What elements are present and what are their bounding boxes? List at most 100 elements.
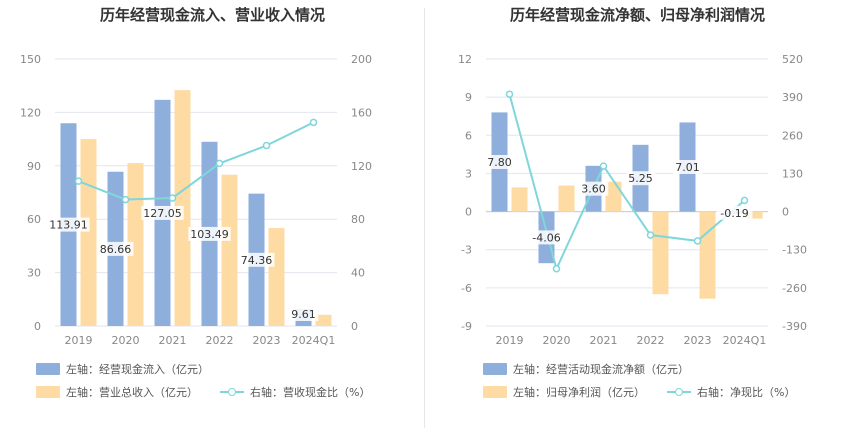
bar-secondary	[80, 139, 97, 326]
line-point	[309, 118, 318, 127]
y-tick-left: 60	[27, 213, 41, 226]
y-tick-right: 130	[782, 167, 803, 180]
y-tick-left: 90	[27, 160, 41, 173]
bar-secondary	[699, 211, 716, 299]
chart-title: 历年经营现金流净额、归母净利润情况	[509, 6, 765, 24]
data-label-bg	[528, 230, 565, 245]
y-tick-right: 200	[351, 53, 372, 66]
bar-secondary	[511, 187, 528, 212]
line-point	[599, 162, 608, 170]
x-tick: 2019	[65, 334, 93, 347]
legend-item[interactable]: 左轴：营业总收入（亿元）	[36, 384, 198, 400]
y-tick-right: 40	[351, 267, 365, 280]
data-label: 7.80	[487, 156, 512, 169]
legend-item[interactable]: 左轴：经营活动现金流净额（亿元）	[483, 361, 689, 377]
legend-label: 左轴：经营现金流入（亿元）	[66, 363, 209, 376]
line-point	[121, 195, 130, 204]
data-label: -4.06	[532, 231, 560, 244]
chart-panel-left: 历年经营现金流入、营业收入情况 0 30 60 90 120 150 0 40 80 120 160…	[20, 6, 372, 400]
y-tick-left: 0	[34, 320, 41, 333]
y-tick-left: 0	[465, 206, 472, 219]
y-tick-right: 520	[782, 53, 803, 66]
bar-secondary	[268, 228, 285, 326]
data-label-bg	[188, 226, 231, 241]
x-tick: 2022	[637, 334, 665, 347]
data-label: 74.36	[241, 254, 273, 267]
chart-title: 历年经营现金流入、营业收入情况	[99, 6, 325, 24]
data-label-bg	[47, 217, 90, 232]
line-point	[552, 265, 561, 273]
data-label-bg	[484, 154, 515, 169]
data-label-bg	[288, 307, 319, 321]
legend-item[interactable]: 右轴：营收现金比（%）	[220, 384, 370, 400]
chart-panel-right: 历年经营现金流净额、归母净利润情况 -9 -6 -3 0 3 6 9 12 -390 -260 -1…	[425, 0, 850, 437]
bar-secondary	[127, 163, 144, 326]
data-label: 9.61	[291, 308, 316, 321]
x-tick: 2020	[543, 334, 571, 347]
y-tick-right: 0	[782, 206, 789, 219]
data-label-bg	[716, 205, 753, 220]
data-label-bg	[97, 241, 134, 256]
y-tick-left: 6	[465, 129, 472, 142]
line-point	[74, 177, 83, 185]
chart-left-svg: 0 30 60 90 120 150 0 40 80 120 160 200 2019 2020 2021 2…	[20, 53, 372, 347]
data-label-bg	[625, 171, 656, 186]
panel-divider	[424, 8, 425, 428]
x-tick: 2021	[590, 334, 618, 347]
y-tick-right: -390	[782, 320, 807, 333]
data-label-bg	[578, 181, 609, 196]
bar-secondary	[315, 314, 332, 326]
bar-secondary	[652, 211, 669, 295]
data-label-bg	[672, 160, 703, 175]
data-label: 3.60	[581, 183, 606, 196]
legend-label: 左轴：归母净利润（亿元）	[513, 386, 645, 399]
line-point	[505, 90, 514, 98]
y-tick-left: -9	[461, 320, 472, 333]
line-point	[262, 141, 271, 150]
data-label-bg	[141, 205, 184, 220]
y-tick-left: 150	[20, 53, 41, 66]
chart-right-svg: -9 -6 -3 0 3 6 9 12 -390 -260 -130 0 130 260 390 520 201…	[458, 53, 807, 347]
legend-swatch-bar	[36, 386, 60, 398]
data-label: 103.49	[190, 228, 229, 241]
x-tick: 2021	[159, 334, 187, 347]
y-tick-left: 12	[458, 53, 472, 66]
legend-item[interactable]: 右轴：净现比（%）	[667, 384, 795, 400]
y-tick-left: -3	[461, 244, 472, 257]
data-label: 127.05	[143, 207, 182, 220]
data-label-bg	[238, 252, 275, 267]
bar-secondary	[558, 185, 575, 212]
y-tick-right: 160	[351, 106, 372, 119]
series-line	[78, 121, 314, 201]
x-tick: 2023	[684, 334, 712, 347]
data-label: -0.19	[720, 207, 748, 220]
y-tick-right: 120	[351, 160, 372, 173]
legend-label: 左轴：营业总收入（亿元）	[66, 386, 198, 399]
y-tick-right: 260	[782, 129, 803, 142]
line-point	[168, 194, 177, 202]
line-point	[740, 196, 749, 205]
legend-label: 左轴：经营活动现金流净额（亿元）	[513, 363, 689, 376]
line-point	[215, 159, 224, 168]
y-tick-right: -130	[782, 244, 807, 257]
data-label: 7.01	[675, 161, 700, 174]
y-tick-right: 80	[351, 213, 365, 226]
x-tick: 2024Q1	[723, 334, 767, 347]
x-tick: 2019	[496, 334, 524, 347]
line-point	[646, 231, 655, 239]
data-label: 86.66	[100, 243, 132, 256]
line-point	[693, 237, 702, 245]
y-tick-right: 0	[351, 320, 358, 333]
legend-item[interactable]: 左轴：经营现金流入（亿元）	[36, 361, 209, 377]
bar-secondary	[221, 174, 238, 326]
legend-label: 右轴：营收现金比（%）	[250, 386, 371, 399]
data-label: 5.25	[628, 172, 653, 185]
y-tick-right: 390	[782, 91, 803, 104]
y-tick-left: 9	[465, 91, 472, 104]
legend-swatch-bar	[483, 386, 507, 398]
legend-swatch-bar	[483, 363, 507, 375]
legend-swatch-line	[220, 386, 244, 398]
legend-item[interactable]: 左轴：归母净利润（亿元）	[483, 384, 645, 400]
legend-label: 右轴：净现比（%）	[697, 386, 796, 399]
bar-secondary	[746, 211, 763, 219]
